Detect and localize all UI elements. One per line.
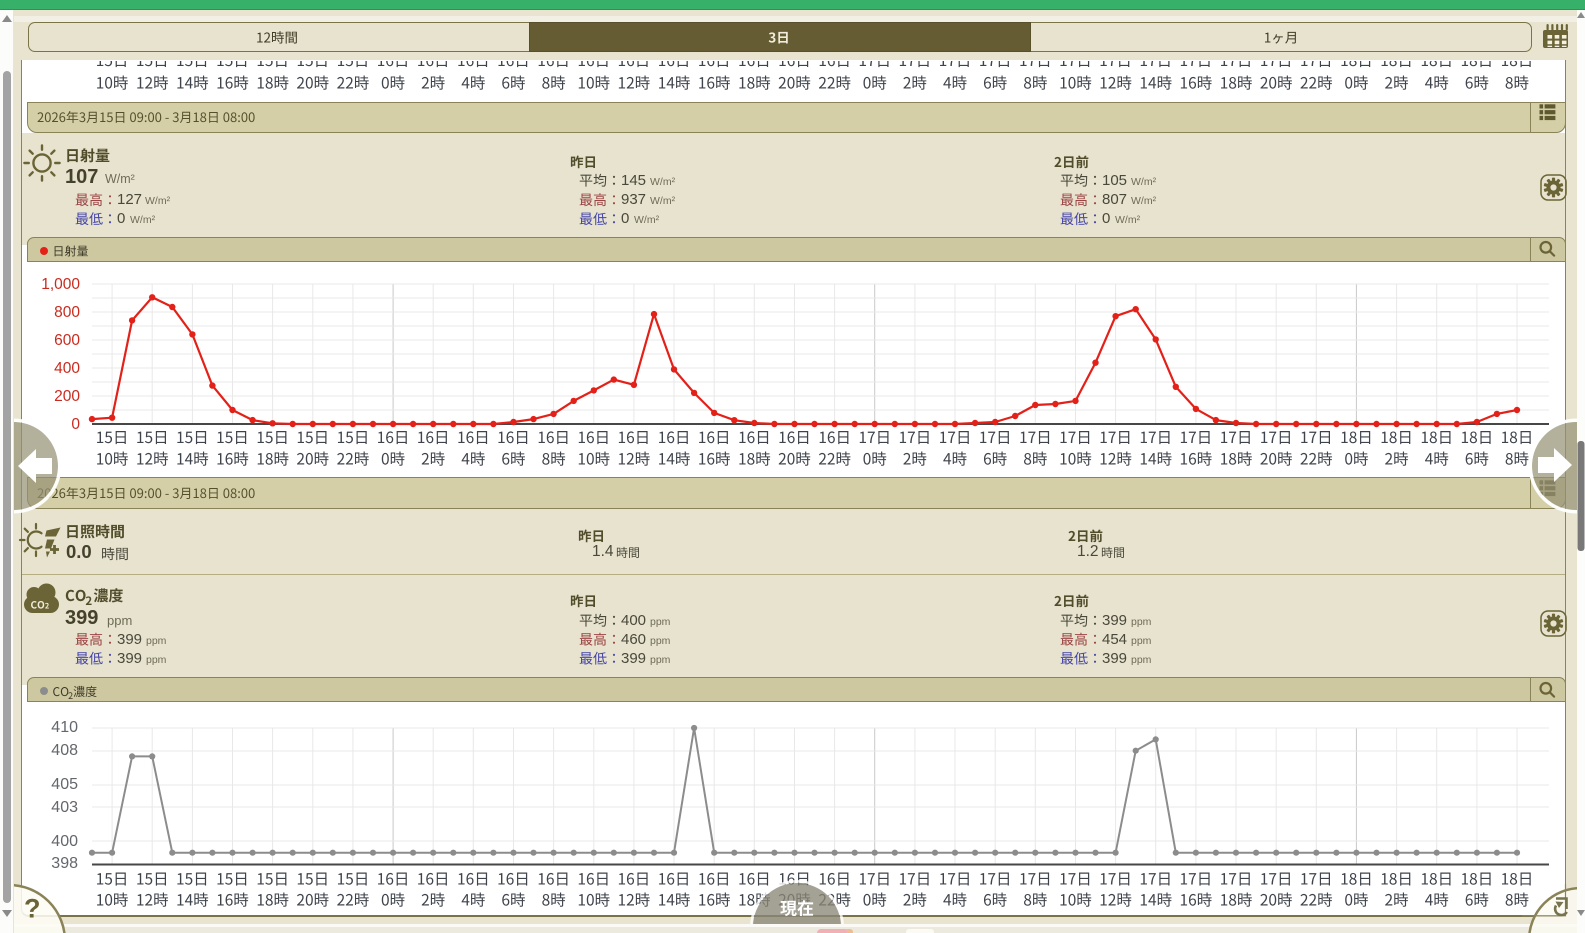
svg-text:?: ? [24,894,41,924]
